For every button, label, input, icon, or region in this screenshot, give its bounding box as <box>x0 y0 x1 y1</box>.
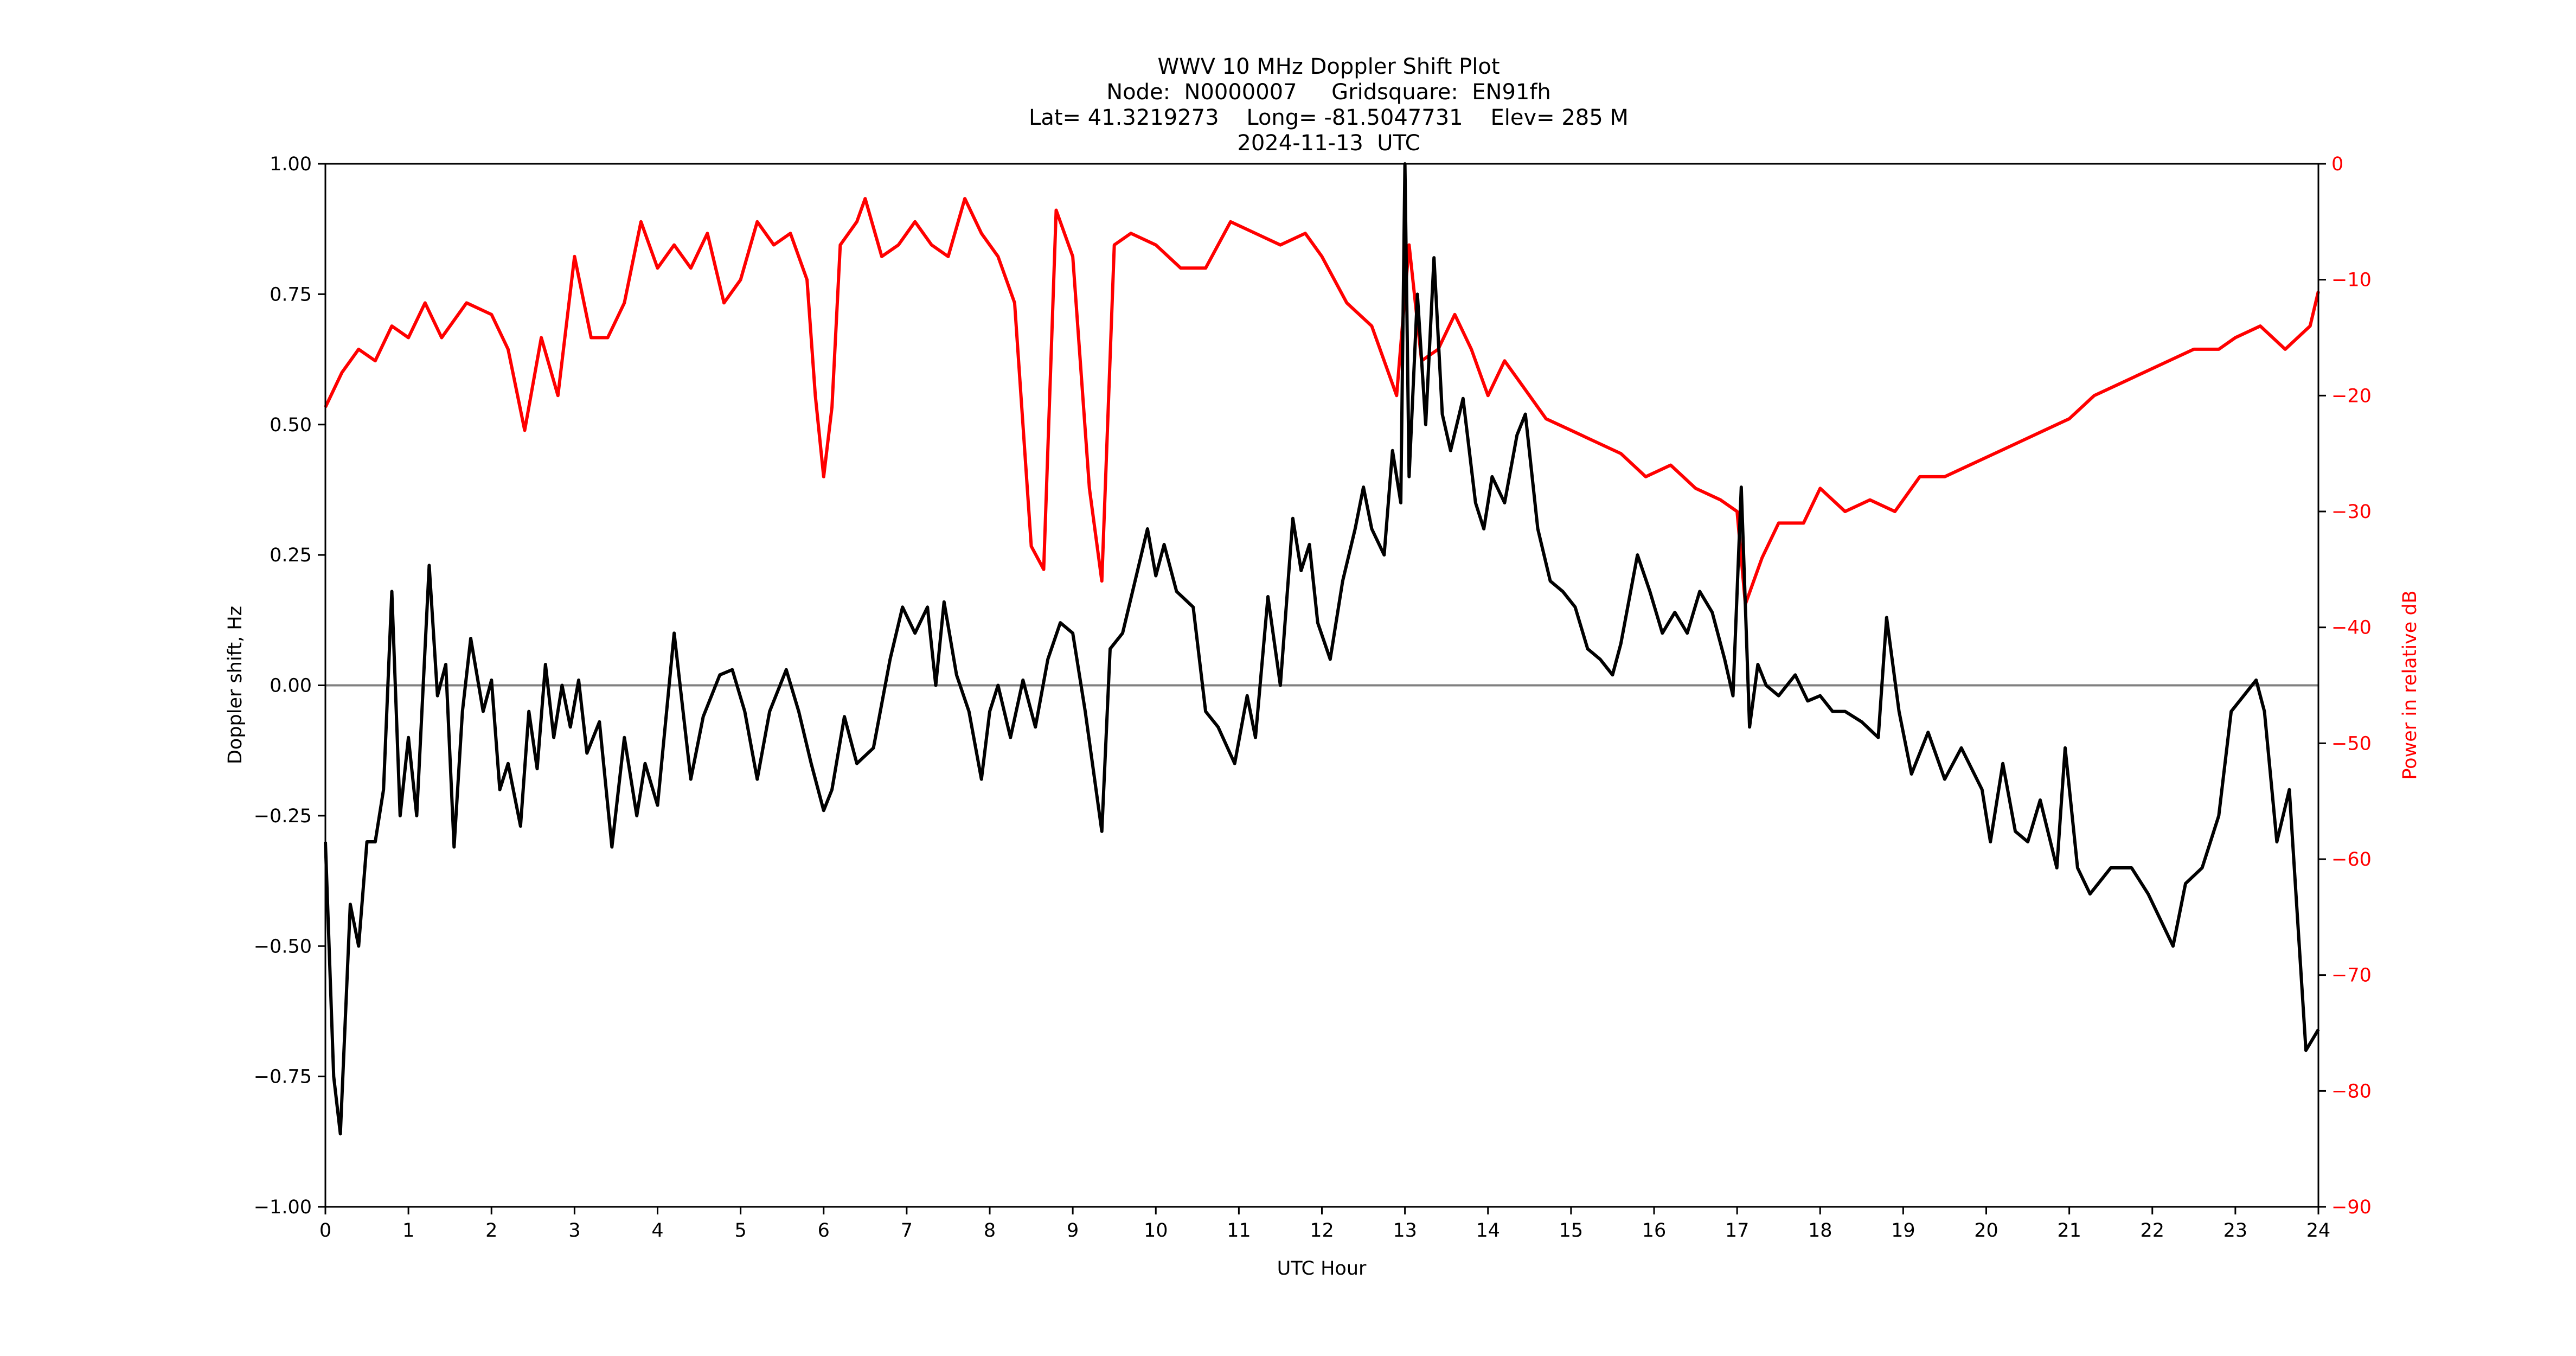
y-tick-label: 1.00 <box>270 153 312 175</box>
y-axis-left-label: Doppler shift, Hz <box>225 606 246 764</box>
x-tick-label: 4 <box>651 1220 663 1242</box>
x-tick-label: 12 <box>1310 1220 1334 1242</box>
y-axis-left-ticks: −1.00 −0.75 −0.50 −0.25 0.00 0.25 0.50 0.75 1.00 <box>254 153 325 1218</box>
x-tick-label: 22 <box>2140 1220 2164 1242</box>
x-tick-label: 23 <box>2223 1220 2248 1242</box>
x-tick-label: 2 <box>485 1220 497 1242</box>
x-tick-label: 1 <box>402 1220 414 1242</box>
doppler-series-line <box>324 162 2320 1136</box>
chart-subtitle-date: 2024-11-13 UTC <box>1237 131 1420 156</box>
x-tick-label: 21 <box>2057 1220 2081 1242</box>
series-layer <box>324 162 2320 1136</box>
x-axis-ticks: 0 1 2 3 4 5 6 7 8 9 10 11 12 13 14 15 16 17 18 19 20 21 22 23 24 <box>319 1207 2330 1242</box>
y-tick-label: −0.50 <box>254 936 312 957</box>
x-tick-label: 8 <box>984 1220 996 1242</box>
x-tick-label: 17 <box>1725 1220 1750 1242</box>
y-right-tick-label: −20 <box>2331 385 2372 407</box>
y-tick-label: 0.75 <box>270 284 312 305</box>
y-axis-right-label: Power in relative dB <box>2399 590 2421 779</box>
x-tick-label: 14 <box>1476 1220 1500 1242</box>
y-tick-label: −0.25 <box>254 805 312 827</box>
y-right-tick-label: −40 <box>2331 617 2372 639</box>
x-tick-label: 7 <box>901 1220 913 1242</box>
y-tick-label: 0.00 <box>270 675 312 697</box>
y-right-tick-label: −30 <box>2331 501 2372 523</box>
y-right-tick-label: −60 <box>2331 849 2372 871</box>
y-tick-label: 0.25 <box>270 545 312 566</box>
x-tick-label: 19 <box>1891 1220 1915 1242</box>
x-tick-label: 20 <box>1974 1220 1998 1242</box>
y-right-tick-label: 0 <box>2331 153 2343 175</box>
y-tick-label: −0.75 <box>254 1066 312 1088</box>
y-right-tick-label: −50 <box>2331 733 2372 754</box>
y-tick-label: 0.50 <box>270 414 312 436</box>
x-tick-label: 15 <box>1559 1220 1584 1242</box>
x-tick-label: 9 <box>1067 1220 1079 1242</box>
chart-title-block: WWV 10 MHz Doppler Shift Plot Node: N000… <box>0 54 2576 156</box>
y-right-tick-label: −80 <box>2331 1080 2372 1102</box>
y-right-tick-label: −90 <box>2331 1197 2372 1218</box>
chart-subtitle-location: Lat= 41.3219273 Long= -81.5047731 Elev= … <box>1029 105 1629 130</box>
x-tick-label: 10 <box>1144 1220 1168 1242</box>
power-series-line <box>324 197 2320 606</box>
chart-subtitle-node: Node: N0000007 Gridsquare: EN91fh <box>1106 80 1551 105</box>
y-right-tick-label: −70 <box>2331 965 2372 987</box>
x-tick-label: 3 <box>568 1220 580 1242</box>
x-tick-label: 11 <box>1227 1220 1251 1242</box>
x-tick-label: 13 <box>1393 1220 1417 1242</box>
y-axis-right-ticks: −90 −80 −70 −60 −50 −40 −30 −20 −10 0 <box>2318 153 2372 1218</box>
x-axis-label: UTC Hour <box>1277 1258 1367 1280</box>
x-tick-label: 6 <box>818 1220 830 1242</box>
x-tick-label: 24 <box>2306 1220 2331 1242</box>
y-tick-label: −1.00 <box>254 1197 312 1218</box>
x-tick-label: 18 <box>1808 1220 1832 1242</box>
chart-title: WWV 10 MHz Doppler Shift Plot <box>1157 54 1500 79</box>
y-right-tick-label: −10 <box>2331 270 2372 291</box>
x-tick-label: 0 <box>319 1220 331 1242</box>
x-tick-label: 16 <box>1642 1220 1667 1242</box>
x-tick-label: 5 <box>734 1220 746 1242</box>
